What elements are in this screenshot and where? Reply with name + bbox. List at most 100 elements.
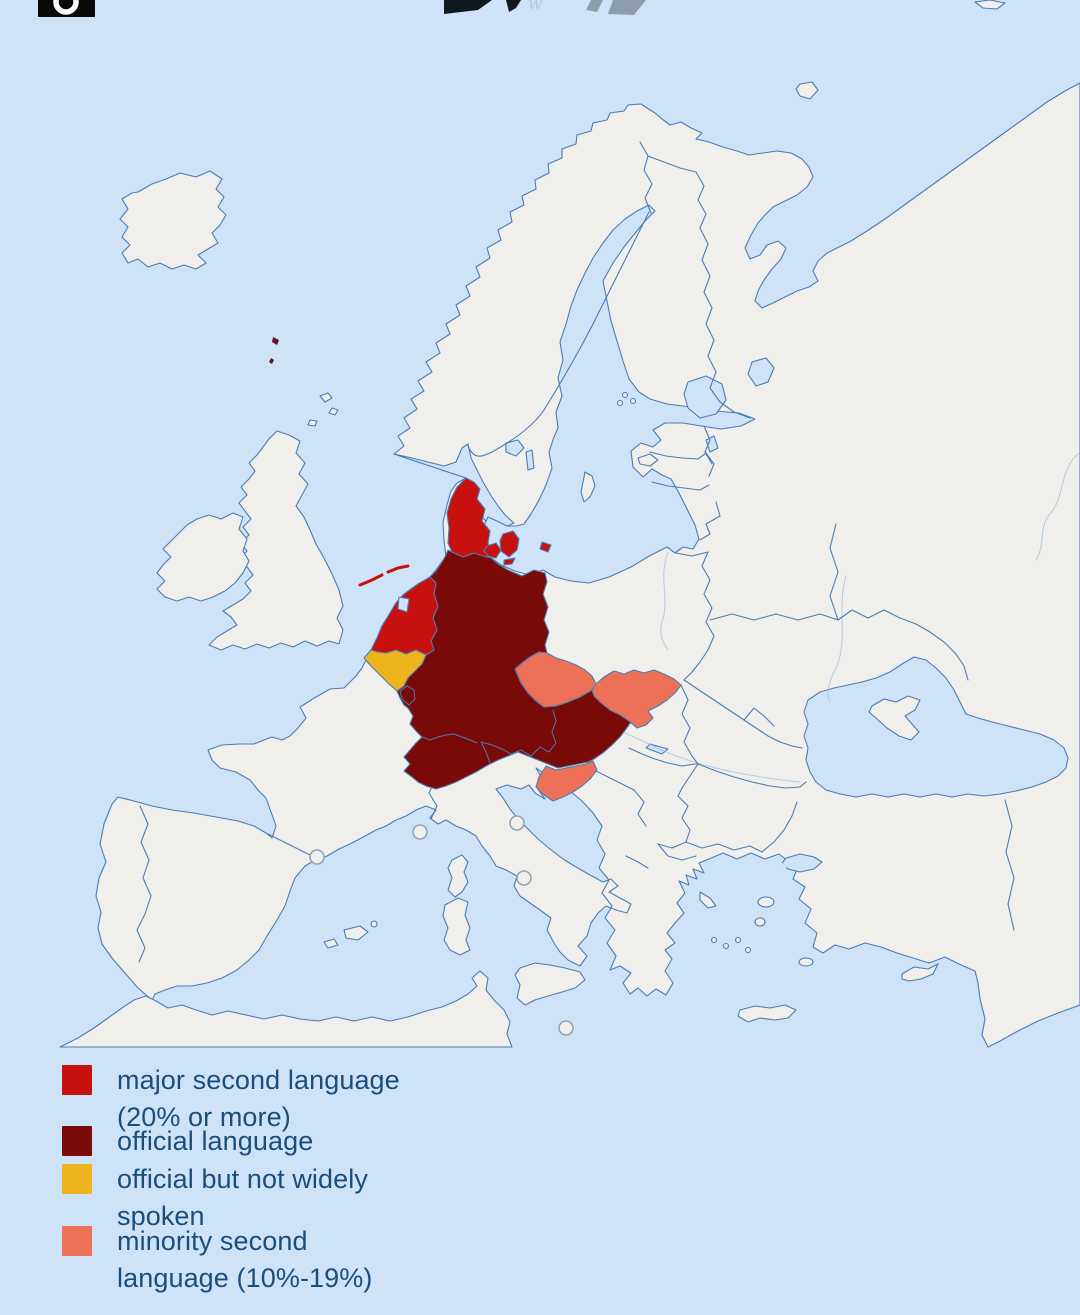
island-cyprus — [901, 963, 939, 982]
border-romania-bulgaria — [697, 763, 807, 789]
border-croatia-bosnia — [593, 769, 635, 791]
island-shetland-1 — [319, 392, 333, 403]
cropped-black-glyph-2 — [506, 0, 521, 12]
border-norway-finland — [647, 155, 697, 173]
peninsula-crimea — [868, 695, 921, 741]
island-sicily — [514, 962, 586, 1006]
country-germany-austria-switzerland[interactable] — [396, 549, 632, 790]
lake-ladoga — [683, 375, 727, 419]
island-aland-3 — [616, 399, 624, 407]
border-romania-serbia — [677, 763, 699, 797]
island-aland-2 — [629, 397, 637, 405]
cropped-gray-glyph — [608, 0, 646, 15]
island-cyclades-4 — [744, 946, 752, 954]
strait-dardanelles — [773, 856, 787, 870]
border-belarus-ukraine — [709, 613, 839, 621]
island-menorca — [370, 920, 378, 928]
border-bulgaria-greece — [685, 841, 763, 853]
country-denmark[interactable] — [446, 477, 493, 558]
island-funen[interactable] — [483, 542, 502, 559]
island-corsica — [447, 854, 469, 898]
border-moldova — [743, 707, 775, 727]
island-orkney — [307, 419, 318, 427]
island-rhodes — [798, 957, 814, 967]
marker-malta — [558, 1020, 574, 1036]
island-bornholm[interactable] — [539, 541, 552, 553]
border-russia-ukraine — [837, 609, 969, 681]
river-vistula — [660, 551, 669, 651]
border-sweden-finland — [639, 141, 653, 214]
cropped-logo-glyphs: w — [444, 0, 646, 15]
country-czechia[interactable] — [514, 651, 597, 708]
sea-baltic — [481, 204, 756, 584]
border-germany-switzerland — [421, 733, 478, 744]
sea-black-sea — [803, 656, 1069, 798]
border-germany-austria — [480, 709, 557, 757]
islands-faroe — [269, 337, 279, 364]
country-luxembourg[interactable] — [399, 685, 416, 706]
bay-zuiderzee — [397, 596, 410, 613]
border-estonia-russia — [703, 425, 713, 465]
border-lithuania-belarus — [705, 501, 721, 525]
island-crete — [737, 1004, 797, 1023]
island-ibiza — [323, 938, 339, 949]
landmass-great-britain — [208, 430, 344, 651]
border-bulgaria-turkey — [761, 801, 798, 853]
border-hungary-south — [628, 747, 699, 767]
app-badge[interactable] — [38, 0, 95, 17]
island-mallorca — [343, 925, 369, 941]
island-cyclades-1 — [710, 936, 718, 944]
river-dnieper — [827, 575, 847, 703]
island-chios — [754, 917, 766, 927]
border-poland-east — [683, 551, 715, 681]
island-lesbos — [757, 896, 775, 908]
border-macedonia-greece — [657, 843, 697, 861]
border-turkey-caucasus — [1004, 799, 1015, 931]
country-belgium[interactable] — [363, 649, 427, 692]
border-switzerland-austria — [480, 741, 491, 764]
border-spain-portugal — [136, 805, 152, 963]
marker-andorra — [309, 849, 325, 865]
islands-wadden-1 — [358, 573, 384, 587]
lake-vattern — [525, 449, 535, 471]
lake-peipus — [705, 435, 719, 453]
landmass-iceland — [119, 170, 227, 270]
island-arctic-1 — [974, 0, 1006, 10]
lake-onega — [747, 357, 775, 387]
landmass-ireland — [156, 512, 250, 602]
border-greece-albania — [625, 855, 649, 869]
border-hungary-romania — [680, 684, 699, 765]
island-lolland[interactable] — [503, 557, 516, 566]
island-euboea — [699, 891, 717, 909]
island-saaremaa — [637, 453, 659, 467]
border-estonia-latvia — [649, 451, 707, 460]
border-serbia-bulgaria — [677, 795, 691, 843]
border-latvia-russia — [705, 452, 715, 477]
border-finland-russia — [695, 171, 751, 419]
lake-vanern — [505, 439, 525, 457]
lake-balaton — [645, 743, 669, 755]
border-latvia-lithuania — [651, 481, 710, 491]
island-gotland — [580, 471, 596, 503]
microstate-markers — [309, 815, 574, 1036]
border-bosnia-serbia — [633, 789, 647, 827]
border-russia-belarus — [829, 523, 839, 621]
country-slovakia[interactable] — [591, 669, 682, 729]
river-northern-dvina — [1035, 451, 1080, 561]
islands-wadden-2 — [386, 564, 410, 574]
country-slovenia[interactable] — [535, 760, 598, 802]
marker-san-marino — [509, 815, 525, 831]
border-kaliningrad — [675, 523, 711, 557]
island-zealand[interactable] — [499, 530, 520, 558]
landmass-north-africa — [59, 970, 513, 1048]
border-serbia-macedonia — [657, 841, 687, 849]
marker-monaco — [412, 824, 428, 840]
camera-lens-icon[interactable] — [38, 0, 95, 17]
island-cyclades-3 — [734, 936, 742, 944]
w-watermark-glyph: w — [528, 0, 543, 14]
cropped-gray-slash-glyph — [586, 0, 603, 12]
island-sardinia — [442, 897, 471, 956]
border-norway-sweden — [467, 211, 650, 457]
